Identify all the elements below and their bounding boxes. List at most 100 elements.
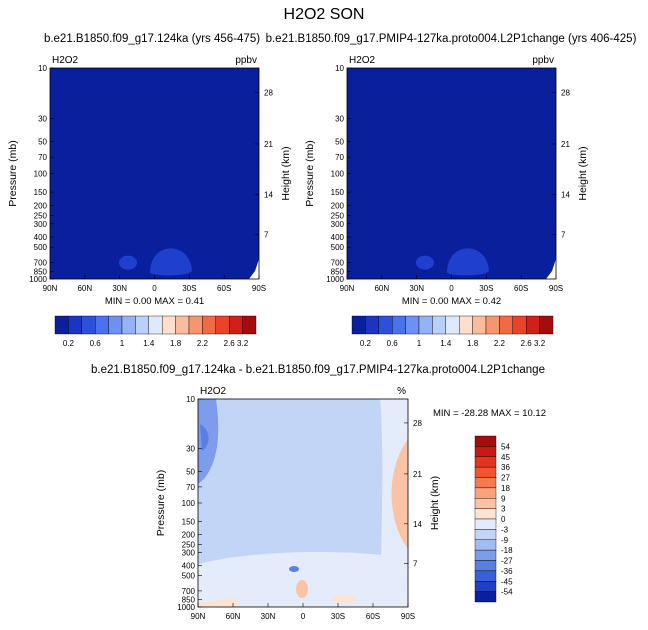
y-tick-label-1-2: 50: [38, 138, 47, 147]
colorbar-swatch-2-4: [405, 315, 420, 335]
y2-tick-label-2-1: 21: [561, 140, 570, 149]
x-tick-label-1-5: 60S: [217, 284, 231, 293]
contour-field-2: [347, 68, 556, 279]
y-tick-label-2-0: 10: [335, 64, 344, 73]
x-tick-label-1-3: 0: [152, 284, 157, 293]
x-tick-label-1-1: 60N: [77, 284, 92, 293]
y2-tick-label-1-2: 14: [264, 191, 273, 200]
y-axis-label-2: Pressure (mb): [304, 140, 316, 207]
y2-tick-label-3-3: 7: [413, 559, 418, 568]
colorbar-swatch-2-14: [539, 315, 554, 335]
y-tick-label-3-5: 150: [182, 517, 196, 526]
contour-field-1: [50, 68, 259, 279]
colorbar-swatch-1-6: [135, 315, 149, 335]
y-tick-label-2-1: 30: [335, 114, 344, 123]
min-max-label-2: MIN = 0.00 MAX = 0.42: [402, 296, 501, 307]
colorbar-label-3-11: -27: [501, 557, 513, 566]
contour-region-3f: [296, 580, 308, 598]
y-axis-label-1: Pressure (mb): [7, 140, 19, 207]
y-tick-label-2-11: 700: [331, 259, 345, 268]
colorbar-swatch-2-9: [472, 315, 487, 335]
x-tick-label-1-0: 90N: [43, 284, 58, 293]
colorbar-label-1-4: 1.8: [170, 339, 182, 348]
colorbar-label-3-9: -9: [501, 536, 509, 545]
y-tick-label-1-11: 700: [34, 259, 48, 268]
contour-region-3g: [332, 595, 356, 603]
y2-tick-label-2-3: 7: [561, 231, 566, 240]
colorbar-swatch-2-13: [526, 315, 540, 335]
colorbar-swatch-3-10: [474, 539, 497, 551]
y-tick-label-2-4: 100: [331, 170, 345, 179]
colorbar-swatch-2-12: [512, 315, 527, 335]
y-tick-label-1-0: 10: [38, 64, 47, 73]
y-tick-label-1-8: 300: [34, 220, 48, 229]
contour-region-3h: [289, 566, 299, 572]
colorbar-label-3-2: 36: [501, 463, 510, 472]
y-tick-label-1-4: 100: [34, 170, 48, 179]
y-axis-label-3: Pressure (mb): [155, 470, 167, 537]
y-tick-label-2-9: 400: [331, 233, 345, 242]
y-tick-label-3-4: 100: [182, 499, 196, 508]
colorbar-swatch-1-4: [108, 315, 123, 335]
y-tick-label-1-5: 150: [34, 188, 48, 197]
y2-tick-label-1-1: 21: [264, 140, 273, 149]
units-label-2: ppbv: [532, 55, 554, 66]
colorbar-label-1-7: 3.2: [237, 339, 249, 348]
y-tick-label-2-8: 300: [331, 220, 345, 229]
colorbar-label-3-1: 45: [501, 453, 510, 462]
colorbar-label-3-8: -3: [501, 525, 509, 534]
colorbar-swatch-3-3: [474, 466, 497, 478]
colorbar-label-1-1: 0.6: [90, 339, 102, 348]
x-tick-label-3-6: 90S: [401, 612, 415, 621]
x-tick-label-1-2: 30N: [112, 284, 127, 293]
topography-2: [546, 259, 556, 279]
panel-title-3: b.e21.B1850.f09_g17.124ka - b.e21.B1850.…: [91, 364, 545, 376]
y2-tick-label-2-0: 28: [561, 88, 570, 97]
colorbar-swatch-2-6: [432, 315, 446, 335]
colorbar-swatch-2-7: [445, 315, 460, 335]
colorbar-label-1-0: 0.2: [63, 339, 75, 348]
y2-axis-label-3: Height (km): [429, 476, 441, 530]
colorbar-swatch-1-5: [121, 315, 136, 335]
x-tick-label-3-2: 30N: [261, 612, 276, 621]
colorbar-label-2-1: 0.6: [387, 339, 399, 348]
colorbar-swatch-1-10: [188, 315, 203, 335]
x-tick-label-3-3: 0: [301, 612, 306, 621]
y-tick-label-2-10: 500: [331, 243, 345, 252]
x-tick-label-3-5: 60S: [366, 612, 380, 621]
contour-region-3d: [391, 439, 408, 549]
y2-tick-label-1-0: 28: [264, 88, 273, 97]
y-tick-label-2-6: 200: [331, 201, 345, 210]
y-tick-label-2-5: 150: [331, 188, 345, 197]
colorbar-swatch-1-7: [148, 315, 163, 335]
colorbar-label-3-14: -54: [501, 588, 513, 597]
y-tick-label-1-12: 850: [34, 268, 48, 277]
colorbar-swatch-1-12: [215, 315, 230, 335]
colorbar-swatch-2-0: [351, 315, 366, 335]
colorbar-label-3-6: 3: [501, 505, 506, 514]
y-tick-label-3-10: 500: [182, 572, 196, 581]
colorbar-swatch-3-12: [474, 560, 497, 572]
colorbar-swatch-3-8: [474, 518, 497, 530]
x-tick-label-2-2: 30N: [409, 284, 424, 293]
y2-tick-label-3-0: 28: [413, 419, 422, 428]
y-tick-label-3-1: 30: [186, 445, 195, 454]
y-tick-label-2-7: 250: [331, 211, 345, 220]
colorbar-swatch-2-1: [365, 315, 379, 335]
min-max-label-3: MIN = -28.28 MAX = 10.12: [433, 408, 546, 419]
colorbar-label-3-5: 9: [501, 494, 506, 503]
y2-tick-label-3-2: 14: [413, 520, 422, 529]
colorbar-label-1-5: 2.2: [197, 339, 209, 348]
y-tick-label-1-10: 500: [34, 243, 48, 252]
y-tick-label-2-12: 850: [331, 268, 345, 277]
colorbar-swatch-3-1: [474, 446, 497, 457]
colorbar-swatch-1-0: [54, 315, 69, 335]
y-tick-label-1-3: 70: [38, 153, 47, 162]
colorbar-swatch-3-9: [474, 529, 497, 540]
x-tick-label-1-6: 90S: [252, 284, 266, 293]
colorbar-swatch-3-4: [474, 477, 497, 489]
colorbar-swatch-1-3: [94, 315, 109, 335]
y-tick-label-3-12: 850: [182, 596, 196, 605]
colorbar-swatch-1-11: [202, 315, 216, 335]
colorbar-swatch-3-6: [474, 498, 497, 509]
